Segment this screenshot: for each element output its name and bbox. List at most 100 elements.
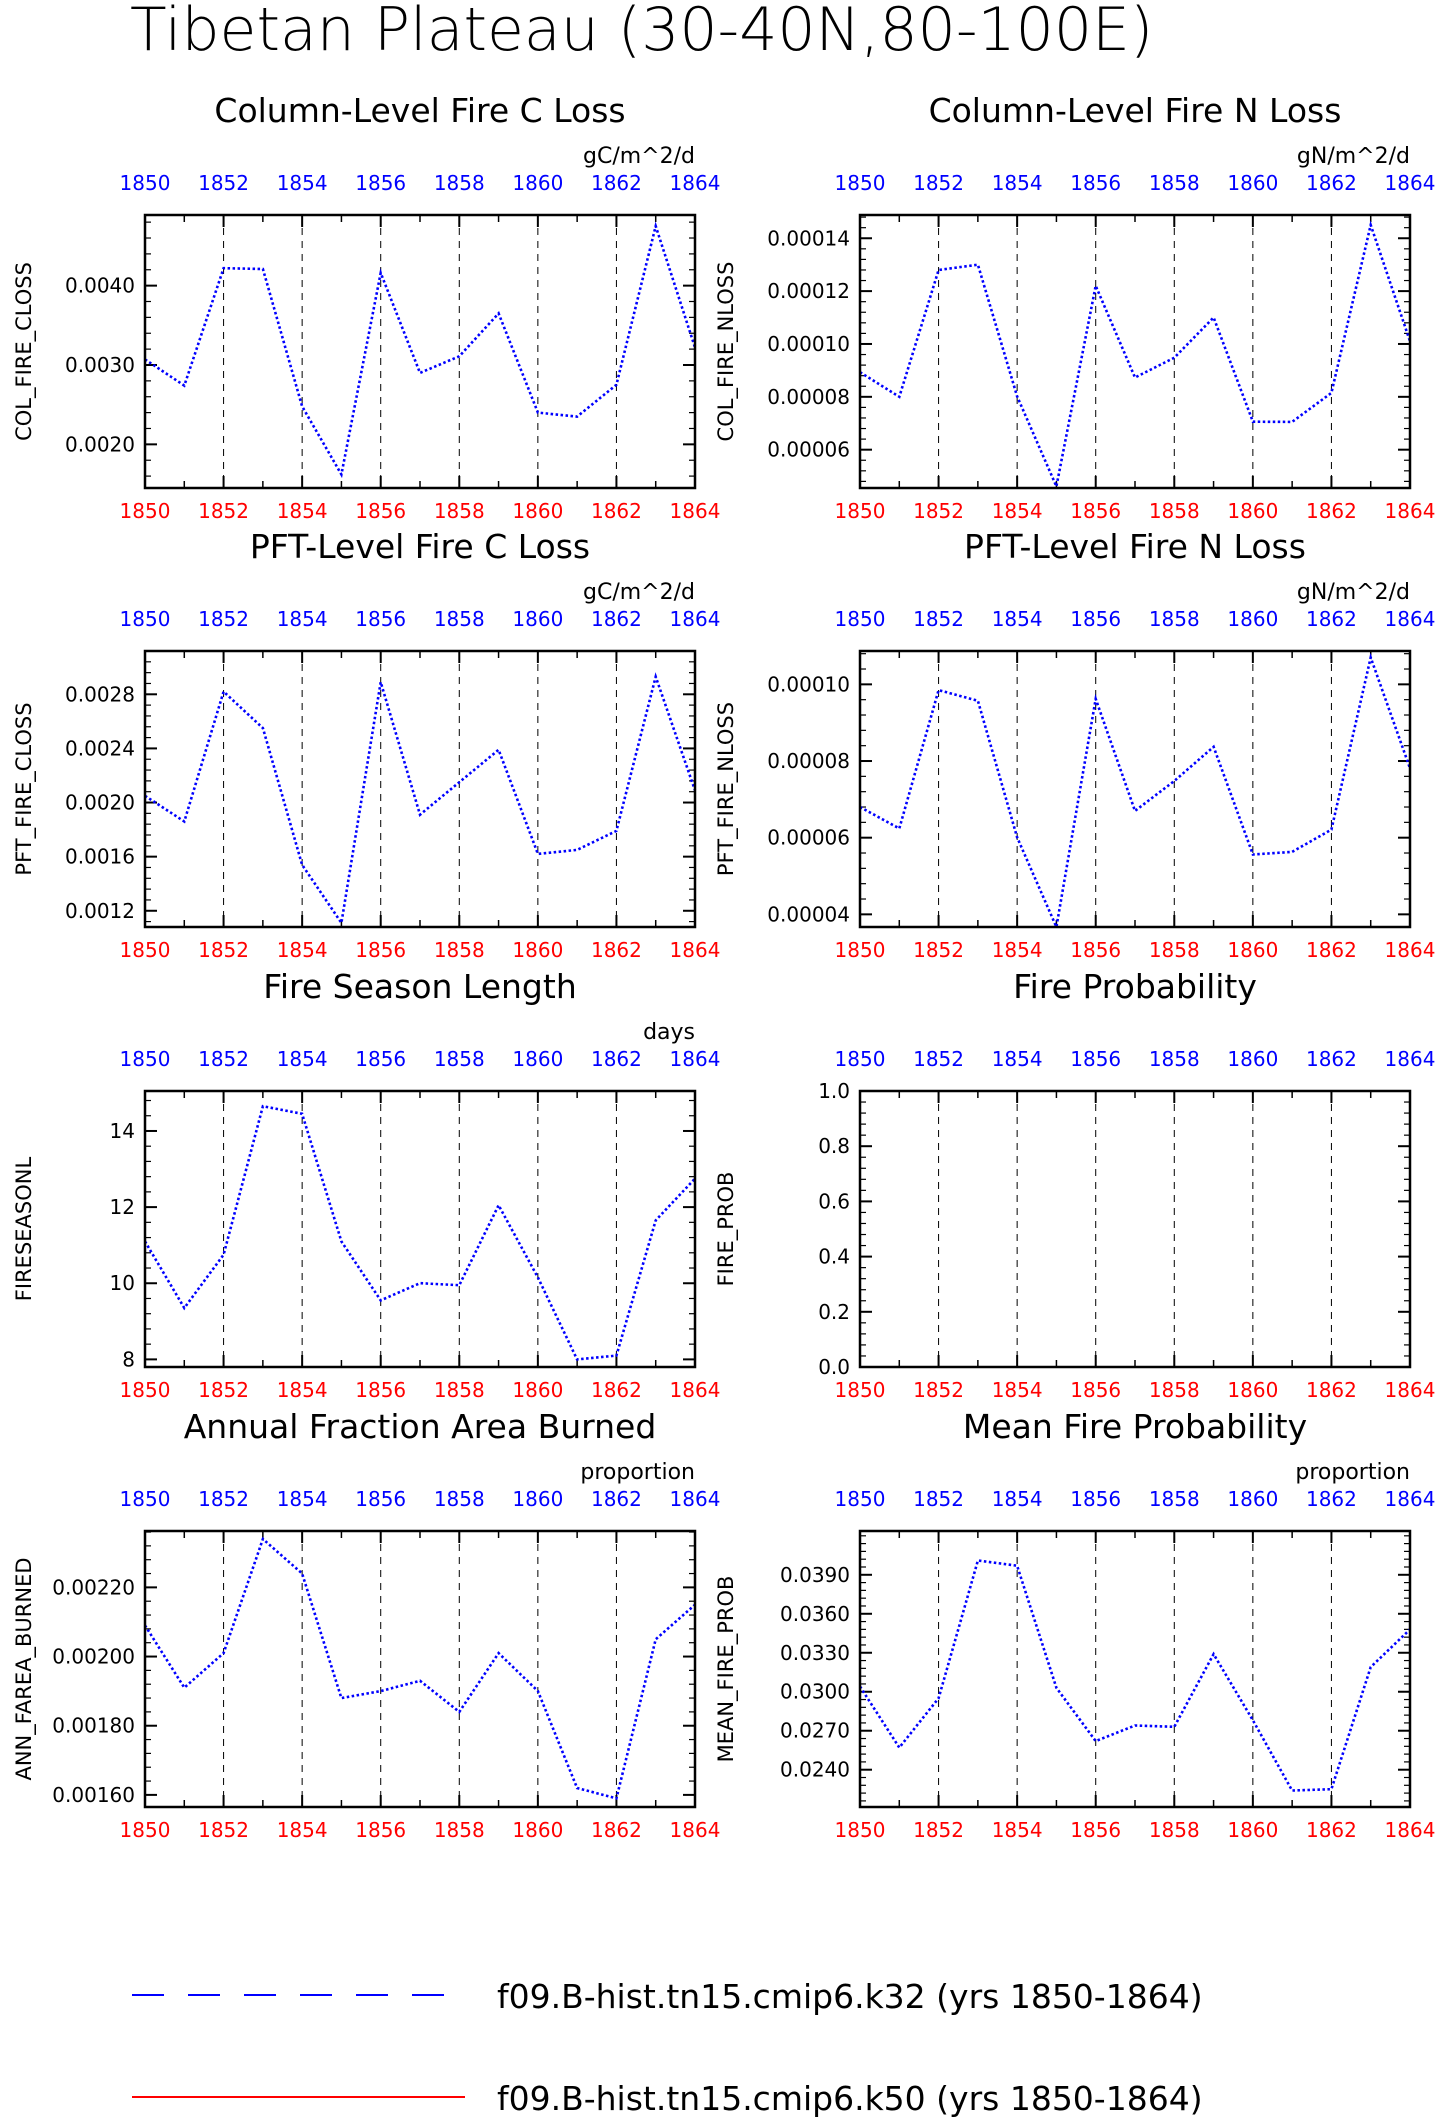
panel-title: Fire Probability <box>1013 967 1257 1006</box>
y-tick-label: 0.00008 <box>767 385 850 409</box>
x-tick-label-top: 1860 <box>512 607 563 631</box>
x-tick-label-bottom: 1856 <box>1070 1818 1121 1842</box>
x-tick-label-top: 1850 <box>120 1047 171 1071</box>
x-tick-label-bottom: 1852 <box>913 1378 964 1402</box>
panel-title: Annual Fraction Area Burned <box>184 1407 657 1446</box>
panel-title: Mean Fire Probability <box>963 1407 1307 1446</box>
y-axis-label: FIRESEASONL <box>12 1157 36 1302</box>
x-tick-label-bottom: 1864 <box>670 1378 721 1402</box>
y-tick-label: 0.4 <box>818 1245 850 1269</box>
x-tick-label-top: 1854 <box>992 607 1043 631</box>
y-tick-label: 1.0 <box>818 1079 850 1103</box>
x-tick-label-top: 1856 <box>1070 1047 1121 1071</box>
x-tick-label-bottom: 1852 <box>198 938 249 962</box>
y-tick-label: 0.00004 <box>767 902 850 926</box>
x-tick-label-top: 1858 <box>1149 1487 1200 1511</box>
x-tick-label-bottom: 1850 <box>120 1818 171 1842</box>
y-tick-label: 10 <box>110 1271 135 1295</box>
series-line <box>144 672 697 927</box>
x-tick-label-bottom: 1864 <box>670 938 721 962</box>
x-minor-ticks <box>183 1091 657 1367</box>
x-tick-label-top: 1858 <box>434 1047 485 1071</box>
y-axis-label: COL_FIRE_CLOSS <box>12 262 37 441</box>
x-tick-label-top: 1850 <box>120 607 171 631</box>
y-tick-label: 0.0028 <box>65 682 135 706</box>
x-tick-label-top: 1852 <box>198 607 249 631</box>
x-tick-label-top: 1854 <box>277 1487 328 1511</box>
y-axis-label: COL_FIRE_NLOSS <box>714 262 739 442</box>
y-tick-label: 0.0390 <box>780 1563 850 1587</box>
x-tick-label-top: 1860 <box>1227 1487 1278 1511</box>
chart-panel: Annual Fraction Area Burned proportion 185… <box>12 1407 720 1842</box>
x-tick-label-bottom: 1856 <box>1070 499 1121 523</box>
x-tick-label-bottom: 1854 <box>277 1378 328 1402</box>
x-tick-label-top: 1862 <box>591 1487 642 1511</box>
y-tick-label: 0.00010 <box>767 672 850 696</box>
x-tick-label-top: 1852 <box>913 607 964 631</box>
y-tick-label: 0.0300 <box>780 1680 850 1704</box>
panel-units: gC/m^2/d <box>583 580 695 605</box>
x-tick-label-top: 1862 <box>591 607 642 631</box>
y-tick-label: 14 <box>110 1119 135 1143</box>
panel-title: PFT-Level Fire C Loss <box>250 527 590 566</box>
y-tick-label: 0.0020 <box>65 791 135 815</box>
chart-panel: PFT-Level Fire C Loss gC/m^2/d 1850 1850 185… <box>12 527 720 962</box>
x-tick-label-bottom: 1860 <box>512 1378 563 1402</box>
y-minor-ticks <box>145 1099 695 1360</box>
x-tick-label-bottom: 1850 <box>835 938 886 962</box>
x-tick-label-top: 1856 <box>355 1487 406 1511</box>
y-minor-ticks <box>145 221 695 477</box>
y-axis-label: PFT_FIRE_NLOSS <box>714 702 739 876</box>
x-tick-label-top: 1854 <box>992 1047 1043 1071</box>
x-tick-label-top: 1852 <box>913 1487 964 1511</box>
x-tick-label-top: 1860 <box>512 1047 563 1071</box>
x-tick-label-top: 1850 <box>835 1487 886 1511</box>
x-tick-label-top: 1856 <box>1070 1487 1121 1511</box>
x-minor-ticks <box>898 1091 1372 1367</box>
x-tick-label-bottom: 1862 <box>1306 1818 1357 1842</box>
plot-frame <box>143 1089 697 1369</box>
x-tick-label-top: 1850 <box>120 171 171 195</box>
x-tick-label-top: 1862 <box>1306 607 1357 631</box>
panel-units: proportion <box>580 1460 695 1485</box>
y-minor-ticks <box>145 650 695 923</box>
x-tick-label-bottom: 1860 <box>1227 938 1278 962</box>
x-tick-label-bottom: 1858 <box>434 1378 485 1402</box>
plot-frame <box>143 649 697 929</box>
y-minor-ticks <box>860 1090 1410 1368</box>
x-tick-label-top: 1850 <box>835 607 886 631</box>
y-tick-label: 0.0360 <box>780 1602 850 1626</box>
x-tick-label-top: 1862 <box>591 171 642 195</box>
y-tick-label: 0.0 <box>818 1355 850 1379</box>
x-tick-label-bottom: 1864 <box>1385 1818 1436 1842</box>
x-tick-label-bottom: 1862 <box>591 1378 642 1402</box>
x-tick-label-top: 1852 <box>198 171 249 195</box>
y-tick-label: 0.00010 <box>767 332 850 356</box>
y-tick-label: 0.0012 <box>65 899 135 923</box>
x-tick-label-top: 1858 <box>1149 171 1200 195</box>
x-tick-label-top: 1862 <box>591 1047 642 1071</box>
chart-panel: Fire Probability 1850 1850 1852 1852 1854 1854… <box>714 967 1435 1402</box>
chart-panels: Column-Level Fire C Loss gC/m^2/d 1850 1850… <box>12 91 1435 1842</box>
x-tick-label-bottom: 1862 <box>591 1818 642 1842</box>
x-tick-label-bottom: 1860 <box>512 1818 563 1842</box>
x-tick-label-bottom: 1860 <box>1227 1378 1278 1402</box>
panel-title: Fire Season Length <box>263 967 576 1006</box>
y-tick-label: 0.2 <box>818 1300 850 1324</box>
chart-panel: Column-Level Fire C Loss gC/m^2/d 1850 1850… <box>12 91 720 523</box>
x-tick-label-bottom: 1850 <box>120 1378 171 1402</box>
x-tick-label-top: 1852 <box>913 171 964 195</box>
x-tick-label-top: 1856 <box>355 1047 406 1071</box>
x-tick-label-top: 1852 <box>198 1487 249 1511</box>
figure-title: Tibetan Plateau (30-40N,80-100E) <box>130 0 1153 65</box>
panel-title: Column-Level Fire N Loss <box>929 91 1342 130</box>
x-tick-label-top: 1858 <box>434 607 485 631</box>
panel-units: proportion <box>1295 1460 1410 1485</box>
x-tick-label-bottom: 1862 <box>1306 1378 1357 1402</box>
chart-panel: PFT-Level Fire N Loss gN/m^2/d 1850 1850 185… <box>714 527 1435 962</box>
x-tick-label-bottom: 1864 <box>670 499 721 523</box>
x-tick-label-bottom: 1864 <box>1385 499 1436 523</box>
x-tick-label-top: 1864 <box>670 1047 721 1071</box>
x-tick-label-top: 1856 <box>1070 607 1121 631</box>
x-tick-label-bottom: 1856 <box>355 938 406 962</box>
